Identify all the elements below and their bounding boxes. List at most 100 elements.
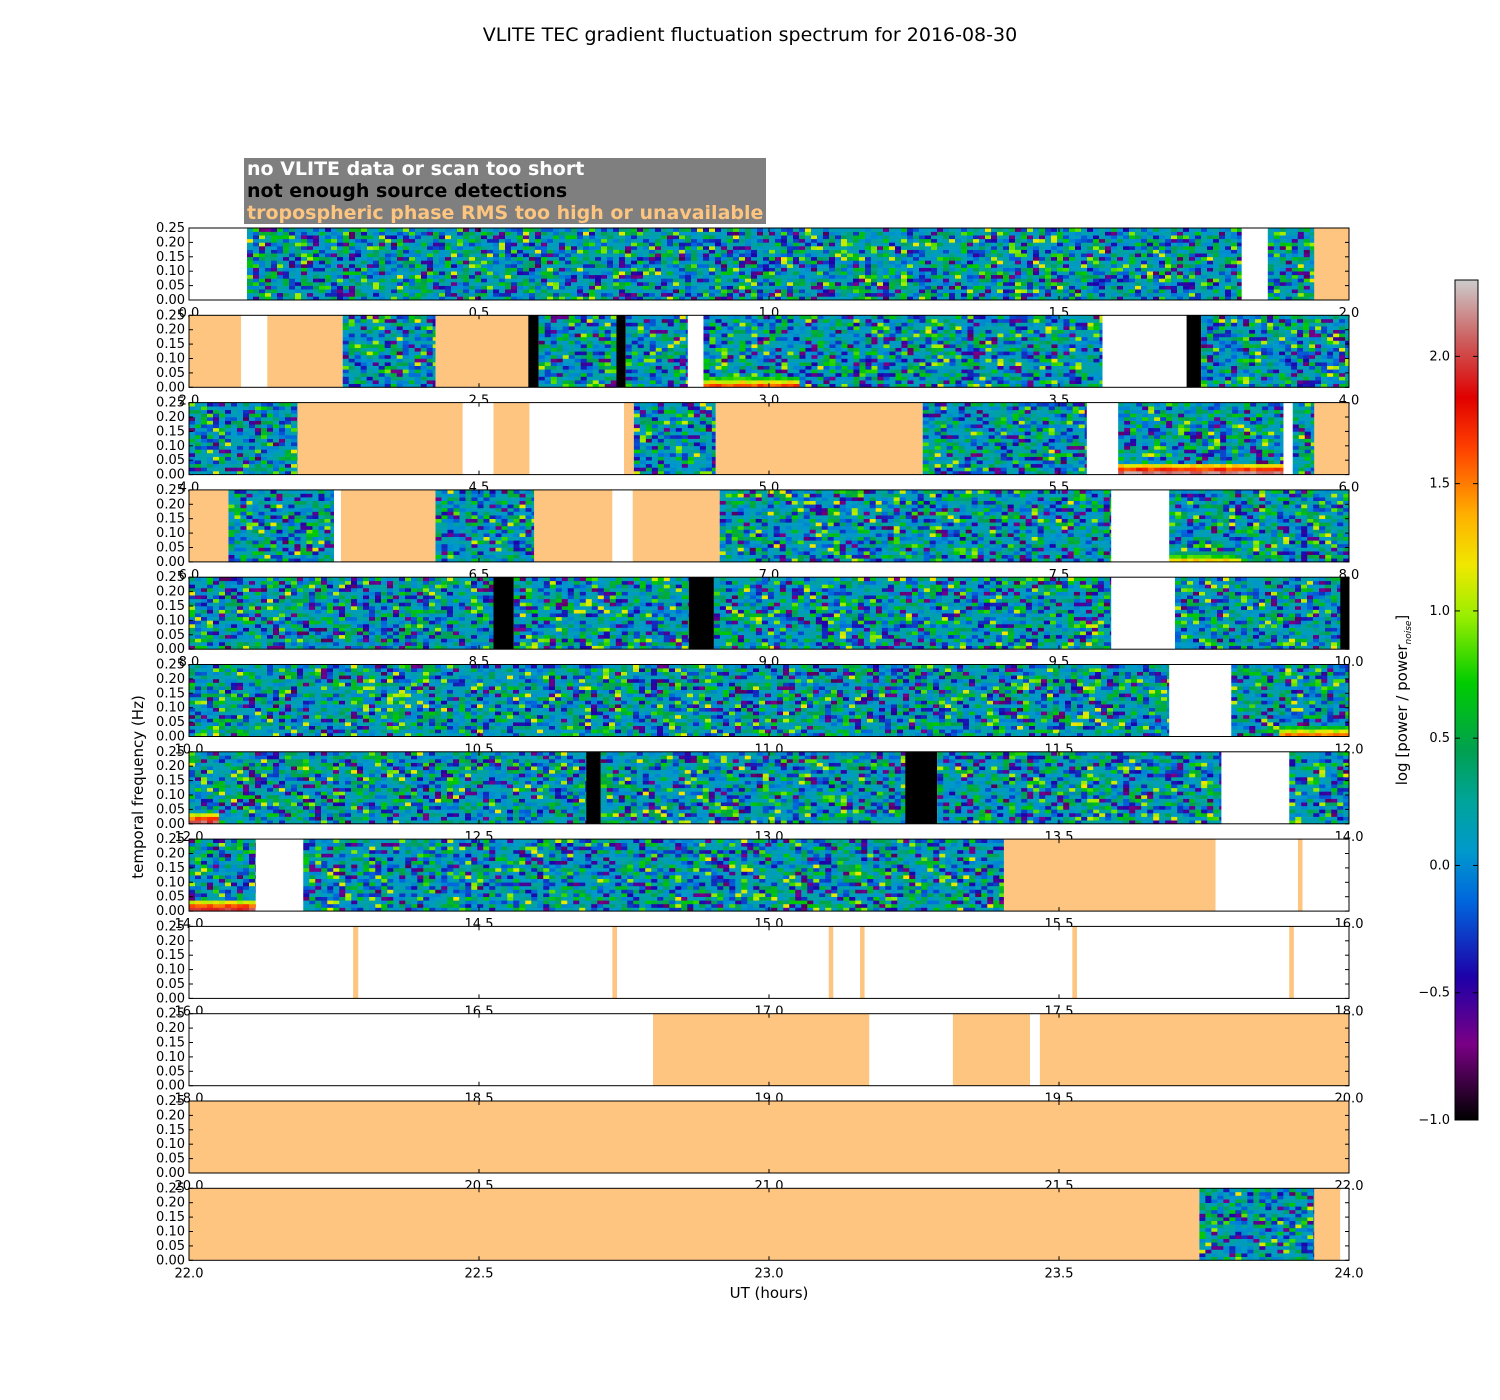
spectrum-cell — [1045, 235, 1052, 240]
spectrum-cell — [637, 238, 644, 243]
spectrum-cell — [396, 329, 403, 334]
spectrum-cell — [703, 333, 710, 338]
spectrum-cell — [817, 362, 824, 366]
spectrum-cell — [331, 260, 338, 265]
spectrum-cell — [439, 231, 446, 236]
spectrum-cell — [751, 315, 758, 320]
spectrum-cell — [1027, 267, 1034, 272]
spectrum-cell — [955, 271, 962, 276]
spectrum-cell — [355, 264, 362, 268]
spectrum-cell — [271, 246, 278, 250]
spectrum-cell — [487, 274, 494, 279]
spectrum-cell — [745, 242, 752, 247]
spectrum-cell — [574, 347, 582, 352]
spectrum-cell — [1069, 253, 1076, 258]
spectrum-cell — [1279, 242, 1287, 247]
spectrum-cell — [1153, 271, 1160, 276]
spectrum-cell — [751, 289, 758, 294]
spectrum-cell — [1237, 253, 1242, 258]
spectrum-cell — [871, 271, 878, 276]
spectrum-cell — [1171, 242, 1178, 247]
spectrum-cell — [408, 340, 415, 345]
spectrum-cell — [604, 376, 612, 381]
spectrum-cell — [1129, 238, 1136, 243]
spectrum-cell — [703, 365, 710, 370]
spectrum-cell — [271, 231, 278, 236]
spectrum-cell — [793, 362, 800, 366]
spectrum-cell — [775, 238, 782, 243]
spectrum-cell — [337, 256, 344, 261]
spectrum-cell — [541, 242, 548, 247]
spectrum-cell — [427, 264, 434, 268]
spectrum-cell — [631, 354, 639, 359]
spectrum-cell — [769, 289, 776, 294]
spectrum-cell — [889, 256, 896, 261]
spectrum-cell — [649, 289, 656, 294]
spectrum-cell — [739, 354, 746, 359]
spectrum-cell — [1069, 292, 1076, 297]
spectrum-cell — [493, 271, 500, 276]
spectrum-cell — [1147, 264, 1154, 268]
spectrum-cell — [355, 292, 362, 297]
spectrum-cell — [841, 246, 848, 250]
spectrum-cell — [397, 238, 404, 243]
spectrum-cell — [379, 282, 386, 286]
spectrum-cell — [775, 347, 782, 352]
spectrum-cell — [667, 318, 675, 323]
spectrum-cell — [538, 376, 546, 381]
spectrum-cell — [384, 326, 391, 330]
spectrum-cell — [883, 231, 890, 236]
spectrum-cell — [529, 267, 536, 272]
spectrum-cell — [367, 260, 374, 265]
spectrum-cell — [342, 351, 349, 356]
spectrum-cell — [1303, 282, 1311, 286]
spectrum-cell — [829, 285, 836, 290]
spectrum-cell — [919, 271, 926, 276]
spectrum-cell — [805, 292, 812, 297]
spectrum-cell — [709, 354, 716, 359]
spectrum-cell — [787, 372, 794, 377]
spectrum-cell — [295, 289, 302, 294]
spectrum-cell — [853, 358, 860, 363]
spectrum-cell — [1051, 292, 1058, 297]
spectrum-cell — [1027, 278, 1034, 283]
spectrum-cell — [372, 318, 379, 323]
spectrum-cell — [550, 376, 558, 381]
spectrum-cell — [1099, 282, 1106, 286]
spectrum-cell — [931, 256, 938, 261]
spectrum-cell — [550, 326, 558, 330]
spectrum-cell — [1189, 242, 1196, 247]
spectrum-cell — [1159, 282, 1166, 286]
spectrum-cell — [390, 344, 397, 348]
spectrum-cell — [649, 347, 657, 352]
spectrum-cell — [402, 358, 409, 363]
spectrum-cell — [973, 260, 980, 265]
spectrum-cell — [426, 318, 433, 323]
spectrum-cell — [511, 274, 518, 279]
spectrum-cell — [685, 242, 692, 247]
spectrum-cell — [481, 271, 488, 276]
spectrum-cell — [481, 242, 488, 247]
spectrum-cell — [631, 246, 638, 250]
spectrum-cell — [378, 336, 385, 341]
spectrum-cell — [889, 267, 896, 272]
spectrum-cell — [823, 362, 830, 366]
spectrum-cell — [342, 376, 349, 381]
spectrum-cell — [823, 333, 830, 338]
spectrum-cell — [859, 274, 866, 279]
spectrum-cell — [907, 242, 914, 247]
spectrum-cell — [793, 372, 800, 377]
spectrum-cell — [475, 292, 482, 297]
spectrum-cell — [1063, 235, 1070, 240]
spectrum-cell — [420, 336, 427, 341]
spectrum-cell — [739, 292, 746, 297]
spectrum-cell — [574, 333, 582, 338]
spectrum-cell — [360, 372, 367, 377]
spectrum-cell — [787, 260, 794, 265]
spectrum-cell — [331, 289, 338, 294]
spectrum-cell — [439, 228, 446, 232]
spectrum-cell — [793, 344, 800, 348]
spectrum-cell — [385, 274, 392, 279]
spectrum-cell — [1105, 246, 1112, 250]
spectrum-cell — [655, 380, 663, 384]
